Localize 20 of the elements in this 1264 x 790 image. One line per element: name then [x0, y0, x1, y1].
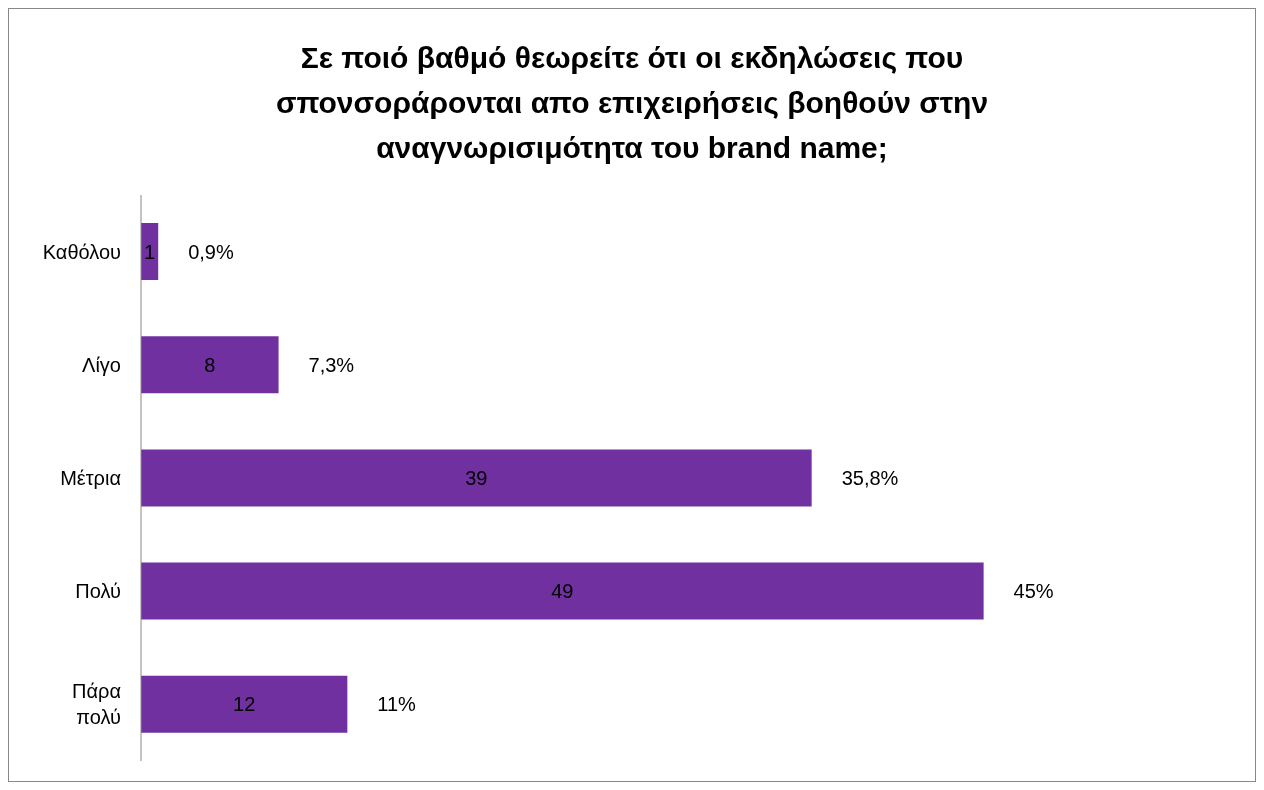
- y-tick-label: Πάρα πολύ: [72, 680, 121, 729]
- y-tick-label: Καθόλου: [42, 240, 121, 263]
- bar: [141, 675, 348, 733]
- y-tick-label: Λίγο: [82, 353, 121, 376]
- y-tick-label: Πολύ: [75, 580, 121, 603]
- annotation: 35,8%: [841, 467, 899, 489]
- bar: [141, 336, 279, 394]
- data-label: 39: [465, 467, 488, 489]
- annotation: 0,9%: [188, 240, 234, 263]
- text: 45%: [1013, 580, 1054, 603]
- y-tick-label: Μέτρια: [60, 467, 121, 489]
- bar: [141, 562, 984, 620]
- annotation: 11%: [377, 693, 417, 716]
- annotation: 7,3%: [308, 353, 355, 376]
- data-label: 49: [551, 580, 574, 603]
- bar: [141, 449, 812, 507]
- data-label: 1: [144, 240, 156, 263]
- data-label: 12: [233, 693, 256, 716]
- chart-title: Σε ποιό βαθμό θεωρείτε ότι οι εκδηλώσεις που σπονσοράρονται απο επιχειρήσεις βοηθούν στην αναγνωρισιμότητα του brand name;: [274, 40, 990, 166]
- data-label: 8: [204, 353, 216, 376]
